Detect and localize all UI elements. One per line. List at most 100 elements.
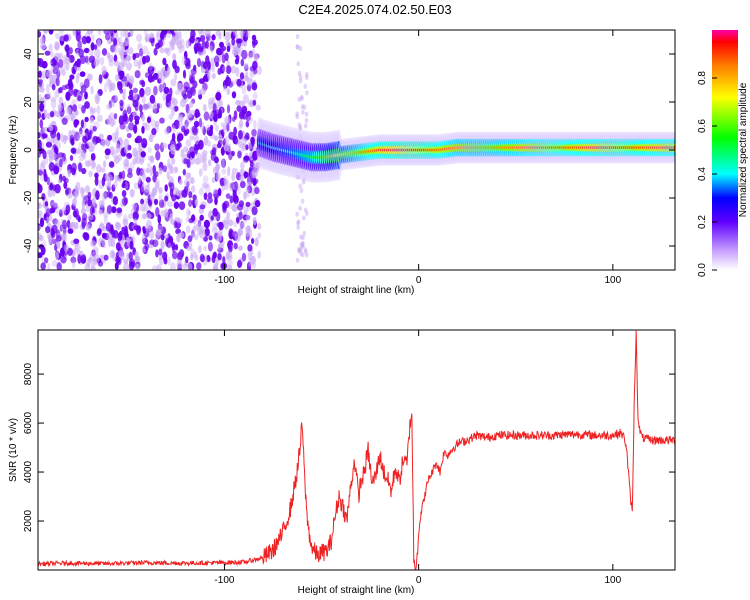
snr-y-label: SNR (10 * v/v) [8,418,19,482]
noise-dot [252,41,256,49]
noise-dot [137,144,143,154]
noise-dot [63,34,69,42]
noise-dot [251,128,257,137]
noise-dot [252,99,257,106]
noise-dot [211,254,216,264]
noise-dot [201,182,208,189]
noise-dot [97,30,102,36]
noise-dot [114,130,119,140]
noise-dot [43,168,47,178]
noise-dot [206,254,211,263]
noise-dot [57,103,63,112]
noise-dot [106,52,111,59]
noise-dot [295,111,300,117]
noise-dot [213,188,218,194]
noise-dot [156,32,161,42]
noise-dot [218,109,222,118]
noise-dot [124,225,128,232]
noise-dot [69,155,74,161]
noise-dot [141,114,146,122]
spectrogram-axes: -100 0 100 -40 -20 0 20 40 [23,30,675,286]
noise-dot [46,112,51,120]
colorbar-tick-label: 0.6 [697,119,708,133]
noise-dot [222,256,226,265]
noise-dot [144,33,150,43]
x-tick-label: 100 [605,575,622,586]
noise-dot [92,126,97,132]
noise-dot [123,262,130,270]
noise-dot [72,104,78,112]
noise-dot [120,75,127,82]
noise-dot [187,235,193,243]
noise-dot [54,42,60,51]
noise-dot [61,152,66,162]
noise-dot [237,259,242,269]
noise-dot [101,176,106,187]
noise-dot [101,192,108,201]
noise-dot [151,128,157,136]
noise-dot [88,145,95,153]
noise-dot [42,96,47,103]
y-tick-label: -20 [23,190,34,205]
noise-dot [239,168,245,177]
noise-dot [225,65,232,74]
noise-dot [87,199,92,207]
noise-dot [252,161,258,170]
noise-dot [228,245,233,253]
noise-dot [140,198,145,205]
noise-dot [61,117,68,126]
noise-dot [232,201,239,212]
colorbar-gradient [712,30,738,270]
noise-dot [52,184,57,192]
noise-dot [236,203,244,211]
noise-dot [75,243,79,253]
noise-dot [44,108,48,119]
noise-dot [140,151,146,158]
noise-dot [78,141,82,151]
noise-dot [91,197,96,207]
noise-dot [147,146,152,154]
noise-dot [213,189,220,200]
noise-dot [75,30,81,36]
noise-dot [121,182,126,189]
noise-dot [193,224,199,231]
noise-dot [61,84,67,91]
noise-dot [84,184,90,195]
noise-dot [85,36,92,44]
noise-dot [222,65,228,73]
noise-dot [199,253,205,263]
noise-dot [127,47,134,55]
noise-dot [149,166,153,177]
noise-dot [78,131,84,138]
noise-dot [130,261,136,268]
noise-dot [217,188,222,197]
noise-dot [171,242,176,251]
noise-dot [183,240,190,249]
noise-dot [303,83,308,89]
noise-dot [210,215,214,221]
noise-dot [146,219,152,229]
noise-dot [252,91,258,101]
noise-dot [298,78,303,84]
noise-dot [58,58,64,68]
noise-dot [82,152,87,160]
noise-dot [82,135,88,144]
noise-dot [243,155,250,161]
noise-dot [39,162,46,172]
noise-dot [245,189,251,198]
noise-dot [61,233,66,242]
noise-dot [49,111,55,118]
noise-dot [163,86,170,95]
noise-dot [161,83,165,90]
noise-dot [247,77,253,87]
noise-dot [191,185,196,193]
noise-dot [118,49,124,57]
noise-dot [193,251,198,259]
noise-dot [231,171,236,182]
noise-dot [188,218,194,224]
noise-dot [84,101,90,109]
noise-dot [38,139,42,150]
noise-dot [107,178,112,189]
noise-dot [79,71,86,77]
noise-dot [226,211,230,221]
